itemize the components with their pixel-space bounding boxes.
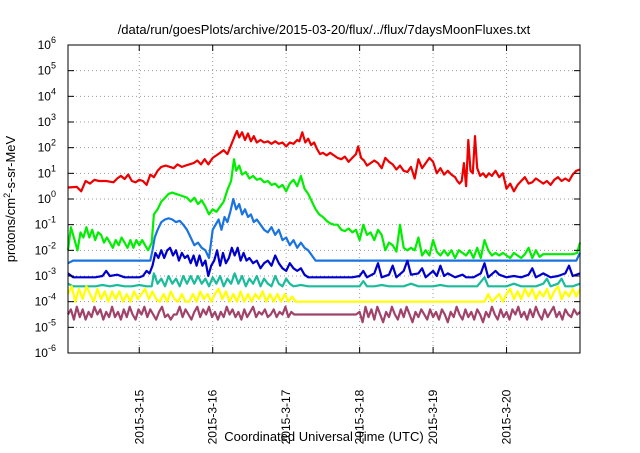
series-group bbox=[66, 129, 582, 324]
series-line-4 bbox=[67, 246, 581, 279]
y-tick-exponent: 6 bbox=[51, 35, 56, 45]
y-tick-base: 10 bbox=[35, 218, 49, 232]
y-tick-base: 10 bbox=[35, 320, 49, 334]
y-tick-base: 10 bbox=[38, 38, 52, 52]
y-axis-label-prefix: protons/cm bbox=[3, 198, 18, 262]
y-tick-label: 103 bbox=[38, 112, 56, 129]
y-tick-exponent: 3 bbox=[51, 112, 56, 122]
y-tick-base: 10 bbox=[35, 243, 49, 257]
y-tick-label: 10-5 bbox=[35, 317, 56, 334]
y-axis: 10-610-510-410-310-210-11001011021031041… bbox=[35, 35, 580, 360]
y-tick-label: 100 bbox=[38, 189, 56, 206]
y-tick-exponent: 5 bbox=[51, 61, 56, 71]
y-tick-exponent: -4 bbox=[48, 292, 56, 302]
x-axis: 2015-3-15 2015-3-16 2015-3-17 2015-3-18 2015… bbox=[132, 45, 514, 444]
y-tick-exponent: 0 bbox=[51, 189, 56, 199]
x-tick-label: 2015-3-18 bbox=[353, 389, 367, 444]
y-axis-label: protons/cm2-s-sr-MeV bbox=[2, 135, 18, 262]
x-tick-label: 2015-3-15 bbox=[132, 389, 146, 444]
y-tick-base: 10 bbox=[38, 64, 52, 78]
y-tick-label: 10-6 bbox=[35, 343, 56, 360]
y-tick-label: 10-3 bbox=[35, 266, 56, 283]
x-tick-label: 2015-3-20 bbox=[500, 389, 514, 444]
y-tick-base: 10 bbox=[38, 115, 52, 129]
y-tick-label: 10-4 bbox=[35, 292, 56, 309]
y-tick-label: 102 bbox=[38, 138, 56, 155]
x-axis-label: Coordinated Universal Time (UTC) bbox=[224, 429, 423, 444]
y-tick-base: 10 bbox=[38, 89, 52, 103]
y-axis-label-suffix: -s-sr-MeV bbox=[3, 135, 18, 192]
series-line-7 bbox=[67, 305, 581, 324]
y-tick-base: 10 bbox=[35, 346, 49, 360]
y-tick-label: 104 bbox=[38, 86, 56, 103]
series-line-1 bbox=[67, 129, 581, 193]
y-tick-base: 10 bbox=[35, 295, 49, 309]
y-tick-base: 10 bbox=[38, 141, 52, 155]
y-tick-exponent: 2 bbox=[51, 138, 56, 148]
x-tick-label: 2015-3-19 bbox=[426, 389, 440, 444]
y-tick-exponent: 1 bbox=[51, 163, 56, 173]
y-tick-base: 10 bbox=[38, 192, 52, 206]
y-tick-label: 106 bbox=[38, 35, 56, 52]
y-tick-base: 10 bbox=[35, 269, 49, 283]
y-tick-exponent: -1 bbox=[48, 215, 56, 225]
series-line-3 bbox=[67, 197, 581, 265]
series-line-2 bbox=[66, 158, 582, 260]
series-line-5 bbox=[67, 272, 581, 288]
y-tick-label: 10-1 bbox=[35, 215, 56, 232]
series-line-6 bbox=[67, 285, 581, 303]
y-tick-exponent: -3 bbox=[48, 266, 56, 276]
y-tick-label: 10-2 bbox=[35, 240, 56, 257]
y-tick-exponent: 4 bbox=[51, 86, 56, 96]
x-tick-label: 2015-3-17 bbox=[279, 389, 293, 444]
y-tick-label: 101 bbox=[38, 163, 56, 180]
y-tick-label: 105 bbox=[38, 61, 56, 78]
x-tick-label: 2015-3-16 bbox=[206, 389, 220, 444]
y-tick-exponent: -2 bbox=[48, 240, 56, 250]
y-tick-base: 10 bbox=[38, 166, 52, 180]
chart-title: /data/run/goesPlots/archive/2015-03-20/f… bbox=[118, 22, 531, 37]
y-tick-exponent: -5 bbox=[48, 317, 56, 327]
y-axis-label-sup: 2 bbox=[2, 193, 12, 198]
y-tick-exponent: -6 bbox=[48, 343, 56, 353]
